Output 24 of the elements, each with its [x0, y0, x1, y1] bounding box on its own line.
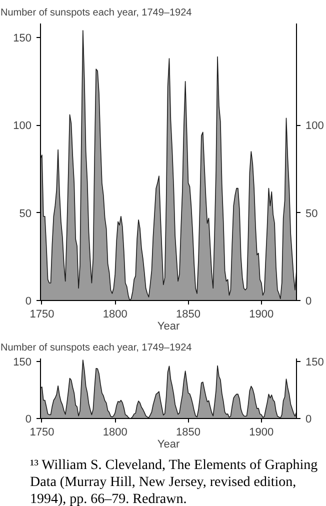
chart-title: Number of sunspots each year, 1749–1924 — [0, 8, 192, 18]
x-tick-label: 1800 — [102, 426, 128, 438]
y-tick-label: 150 — [13, 356, 32, 369]
y-tick-label: 50 — [19, 208, 32, 220]
y2-tick-label: 0 — [306, 296, 312, 308]
x-tick-label: 1750 — [30, 426, 54, 438]
y-tick-label: 0 — [25, 414, 32, 426]
x-tick-label: 1750 — [30, 308, 54, 320]
y2-tick-label: 150 — [306, 356, 324, 369]
x-tick-label: 1800 — [102, 308, 128, 320]
y-tick-label: 150 — [13, 32, 32, 45]
y-tick-label: 100 — [13, 120, 32, 132]
y2-tick-label: 0 — [306, 414, 312, 426]
y2-tick-label: 50 — [306, 208, 318, 220]
x-axis-title: Year — [157, 320, 180, 332]
x-tick-label: 1850 — [176, 426, 200, 438]
x-tick-label: 1900 — [249, 308, 274, 320]
x-tick-label: 1850 — [176, 308, 200, 320]
x-tick-label: 1900 — [249, 426, 274, 438]
x-axis-title: Year — [157, 438, 180, 450]
text: ¹³ William S. Cleveland, The Elements of Graphing Data (Murray Hill, New Jersey, revised edition, 1994), pp. 66–79. Redrawn. — [30, 458, 319, 506]
y-tick-label: 0 — [25, 296, 32, 308]
chart-title: Number of sunspots each year, 1749–1924 — [0, 342, 192, 354]
y2-tick-label: 100 — [306, 120, 324, 132]
